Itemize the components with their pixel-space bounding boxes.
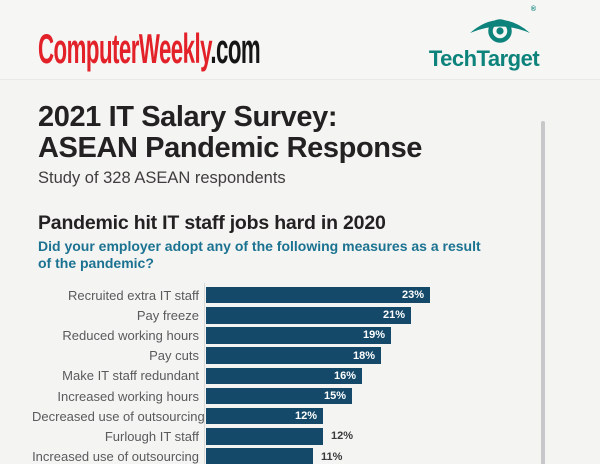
bar-track: 12% — [206, 428, 600, 445]
page-title: 2021 IT Salary Survey: ASEAN Pandemic Re… — [38, 102, 422, 164]
bar-track: 12% — [206, 407, 600, 425]
bar-track: 19% — [206, 327, 600, 344]
bar: 23% — [206, 286, 430, 304]
value-label-inside: 16% — [333, 369, 356, 382]
bar: 19% — [206, 327, 391, 344]
value-label-outside: 12% — [331, 430, 354, 443]
bar: 21% — [206, 307, 411, 324]
page-title-line1: 2021 IT Salary Survey: — [38, 101, 338, 133]
bar-chart-rows: Recruited extra IT staff 23% Pay freeze … — [32, 285, 600, 464]
techtarget-logo[interactable]: ® TechTarget — [428, 6, 540, 72]
techtarget-eye-icon: ® — [468, 6, 536, 44]
bar-track: 15% — [206, 387, 600, 405]
bar-track: 11% — [206, 448, 600, 464]
bar: 12% — [206, 407, 323, 425]
category-label: Make IT staff redundant — [62, 368, 199, 384]
category-label: Pay freeze — [136, 307, 199, 323]
survey-question: Did your employer adopt any of the follo… — [38, 238, 481, 271]
chart-row: Make IT staff redundant 16% — [32, 366, 600, 386]
bar-track: 21% — [206, 307, 600, 324]
bar: 16% — [206, 367, 362, 385]
category-label: Recruited extra IT staff — [67, 287, 199, 303]
bar: 18% — [206, 347, 381, 364]
value-label-outside: 11% — [321, 450, 343, 463]
registered-trademark-icon: ® — [530, 6, 536, 13]
chart-row: Furlough IT staff 12% — [32, 426, 600, 446]
chart-row: Reduced working hours 19% — [32, 325, 600, 345]
chart-row: Increased use of outsourcing 11% — [32, 447, 600, 464]
computerweekly-logo-suffix-text: .com — [210, 25, 261, 72]
chart-row: Pay freeze 21% — [32, 305, 600, 325]
bar — [206, 428, 323, 445]
bar: 15% — [206, 387, 352, 405]
category-label: Reduced working hours — [62, 327, 199, 343]
value-label-inside: 21% — [382, 309, 405, 322]
category-label: Furlough IT staff — [104, 428, 199, 444]
bar — [206, 448, 313, 464]
chart-row: Pay cuts 18% — [32, 346, 600, 366]
study-subtitle: Study of 328 ASEAN respondents — [38, 169, 286, 187]
vertical-scrollbar-thumb[interactable] — [541, 121, 545, 464]
category-label: Increased working hours — [57, 388, 199, 404]
bar-track: 23% — [206, 286, 600, 304]
value-label-inside: 15% — [323, 390, 346, 403]
page-title-line2: ASEAN Pandemic Response — [38, 132, 423, 164]
category-label: Pay cuts — [149, 348, 199, 364]
chart-row: Increased working hours 15% — [32, 386, 600, 406]
section-heading: Pandemic hit IT staff jobs hard in 2020 — [38, 212, 386, 234]
chart-axis-line — [204, 283, 205, 464]
computerweekly-logo-main-text: ComputerWeekly — [38, 25, 211, 72]
chart-row: Decreased use of outsourcing 12% — [32, 406, 600, 426]
bar-chart: Recruited extra IT staff 23% Pay freeze … — [32, 285, 600, 464]
techtarget-logo-text: TechTarget — [428, 46, 540, 71]
bar-track: 18% — [206, 347, 600, 364]
bar-track: 16% — [206, 367, 600, 385]
chart-row: Recruited extra IT staff 23% — [32, 285, 600, 305]
value-label-inside: 12% — [294, 410, 317, 423]
value-label-inside: 19% — [362, 329, 385, 342]
value-label-inside: 18% — [352, 349, 375, 362]
value-label-inside: 23% — [401, 289, 424, 302]
category-label: Decreased use of outsourcing — [32, 408, 205, 424]
computerweekly-logo[interactable]: ComputerWeekly.com — [38, 28, 261, 70]
category-label: Increased use of outsourcing — [32, 449, 199, 464]
